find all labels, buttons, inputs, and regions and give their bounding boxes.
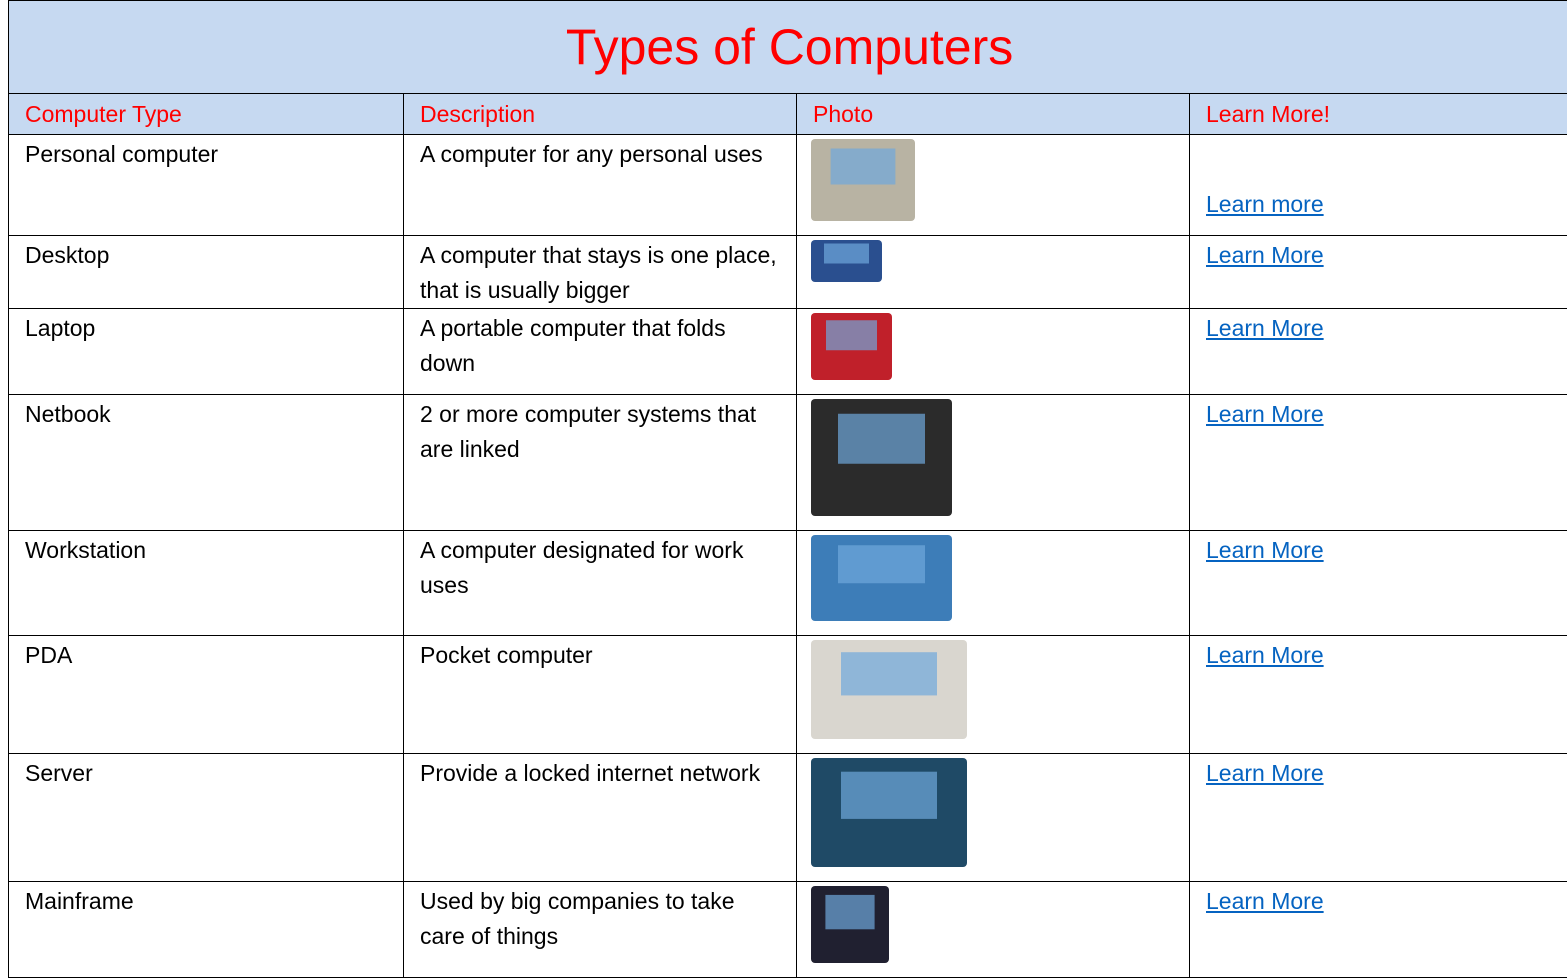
photo-cell [797,882,1190,978]
photo-cell [797,636,1190,754]
link-cell: Learn More [1190,395,1567,531]
photo [809,135,917,225]
photo-cell [797,135,1190,236]
computer-type: Netbook [9,395,404,531]
title: Types of Computers [9,1,1567,94]
learn-more-link[interactable]: Learn More [1206,888,1324,914]
column-header: Learn More! [1190,94,1567,135]
column-header: Description [404,94,797,135]
learn-more-link[interactable]: Learn more [1206,191,1324,217]
link-cell: Learn More [1190,636,1567,754]
computer-type: PDA [9,636,404,754]
description: A computer designated for work uses [404,531,797,636]
photo [809,754,969,871]
description: Provide a locked internet network [404,754,797,882]
description: A computer for any personal uses [404,135,797,236]
photo-cell [797,236,1190,309]
photo-cell [797,395,1190,531]
column-header: Photo [797,94,1190,135]
description: 2 or more computer systems that are link… [404,395,797,531]
photo [809,531,954,625]
photo [809,309,894,384]
photo [809,236,884,286]
learn-more-link[interactable]: Learn More [1206,242,1324,268]
learn-more-link[interactable]: Learn More [1206,401,1324,427]
learn-more-link[interactable]: Learn More [1206,315,1324,341]
computer-type: Laptop [9,309,404,395]
learn-more-link[interactable]: Learn More [1206,537,1324,563]
link-cell: Learn More [1190,236,1567,309]
computer-type: Server [9,754,404,882]
learn-more-link[interactable]: Learn More [1206,642,1324,668]
title-row: Types of Computers [9,1,1567,94]
description: Used by big companies to take care of th… [404,882,797,978]
column-header: Computer Type [9,94,404,135]
learn-more-link[interactable]: Learn More [1206,760,1324,786]
photo [809,636,969,743]
link-cell: Learn More [1190,309,1567,395]
computer-type: Desktop [9,236,404,309]
computer-type: Mainframe [9,882,404,978]
description: A computer that stays is one place, that… [404,236,797,309]
description: A portable computer that folds down [404,309,797,395]
description: Pocket computer [404,636,797,754]
link-cell: Learn More [1190,754,1567,882]
computer-type: Personal computer [9,135,404,236]
photo-cell [797,754,1190,882]
photo-cell [797,309,1190,395]
photo-cell [797,531,1190,636]
link-cell: Learn More [1190,531,1567,636]
photo [809,395,954,520]
link-cell: Learn more [1190,135,1567,236]
computer-type: Workstation [9,531,404,636]
link-cell: Learn More [1190,882,1567,978]
photo [809,882,891,967]
